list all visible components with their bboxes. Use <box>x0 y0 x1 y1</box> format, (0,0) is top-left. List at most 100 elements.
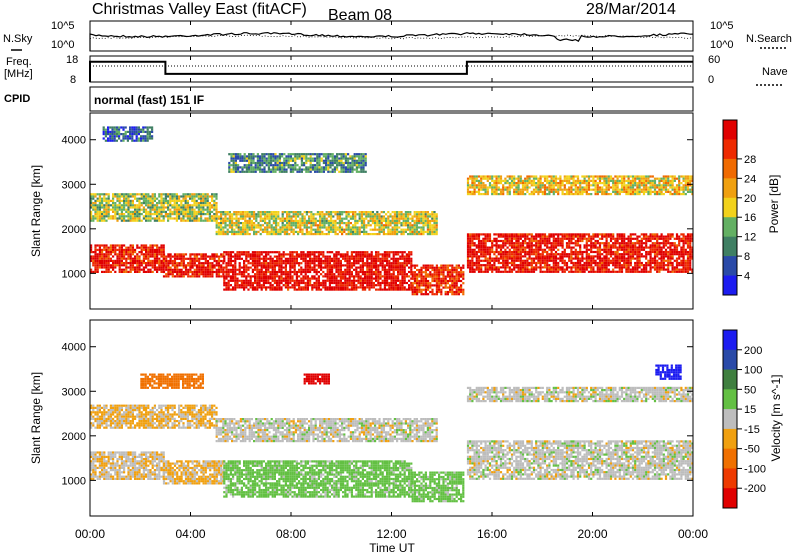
heatmap-cell <box>552 268 555 271</box>
heatmap-cell <box>123 199 126 202</box>
heatmap-cell <box>515 253 518 256</box>
heatmap-cell <box>537 235 540 238</box>
heatmap-cell <box>156 257 159 260</box>
heatmap-cell <box>112 193 115 196</box>
heatmap-cell <box>342 264 345 267</box>
heatmap-cell <box>145 246 148 249</box>
heatmap-cell <box>233 222 236 225</box>
heatmap-cell <box>510 233 514 236</box>
heatmap-cell <box>270 228 273 231</box>
heatmap-cell <box>262 251 265 254</box>
heatmap-cell <box>627 266 630 269</box>
heatmap-cell <box>248 228 251 231</box>
heatmap-cell <box>90 270 93 273</box>
heatmap-cell <box>671 255 674 258</box>
heatmap-cell <box>350 266 353 269</box>
heatmap-cell <box>293 268 296 271</box>
heatmap-cell <box>480 264 483 267</box>
heatmap-cell <box>535 255 538 258</box>
heatmap-cell <box>431 264 434 267</box>
heatmap-cell <box>238 253 241 256</box>
heatmap-cell <box>546 253 549 256</box>
heatmap-cell <box>267 277 270 280</box>
heatmap-cell <box>328 273 331 276</box>
heatmap-cell <box>160 215 163 218</box>
heatmap-cell <box>515 264 518 267</box>
heatmap-cell <box>272 233 275 236</box>
heatmap-cell <box>397 251 400 254</box>
heatmap-cell <box>614 244 617 247</box>
heatmap-cell <box>323 224 326 227</box>
heatmap-cell <box>508 270 511 273</box>
heatmap-cell <box>392 257 395 260</box>
heatmap-cell <box>118 266 121 269</box>
heatmap-cell <box>346 259 349 263</box>
heatmap-cell <box>200 257 203 260</box>
heatmap-cell <box>640 255 643 258</box>
heatmap-cell <box>568 244 571 247</box>
heatmap-cell <box>358 228 361 231</box>
heatmap-cell <box>267 257 270 260</box>
heatmap-cell <box>233 217 236 220</box>
heatmap-cell <box>215 219 218 222</box>
heatmap-cell <box>248 226 251 229</box>
heatmap-cell <box>269 251 272 254</box>
heatmap-cell <box>322 275 325 278</box>
heatmap-cell <box>636 248 639 251</box>
heatmap-cell <box>379 264 382 267</box>
heatmap-cell <box>689 239 692 243</box>
heatmap-cell <box>548 235 551 238</box>
heatmap-cell <box>546 268 549 271</box>
heatmap-cell <box>233 230 236 233</box>
heatmap-cell <box>627 270 630 273</box>
heatmap-cell <box>336 215 339 218</box>
heatmap-cell <box>416 268 419 272</box>
heatmap-cell <box>195 219 198 222</box>
heatmap-cell <box>90 215 93 218</box>
heatmap-cell <box>286 213 289 216</box>
heatmap-cell <box>541 237 544 240</box>
heatmap-cell <box>403 286 406 289</box>
heatmap-cell <box>90 206 93 209</box>
heatmap-cell <box>535 248 538 251</box>
heatmap-cell <box>493 244 496 247</box>
heatmap-cell <box>234 266 237 269</box>
heatmap-cell <box>442 266 445 269</box>
heatmap-cell <box>217 224 220 227</box>
heatmap-cell <box>607 268 610 271</box>
heatmap-cell <box>375 284 378 287</box>
heatmap-cell <box>506 266 509 269</box>
heatmap-cell <box>303 224 306 227</box>
heatmap-cell <box>433 271 436 274</box>
heatmap-cell <box>324 279 327 282</box>
heatmap-cell <box>227 286 230 289</box>
heatmap-cell <box>114 264 117 267</box>
heatmap-cell <box>691 246 694 249</box>
heatmap-cell <box>675 270 679 273</box>
heatmap-cell <box>537 255 540 258</box>
heatmap-cell <box>383 268 386 271</box>
heatmap-cell <box>453 279 456 283</box>
heatmap-cell <box>524 239 527 243</box>
heatmap-cell <box>138 262 141 265</box>
heatmap-cell <box>513 268 516 271</box>
heatmap-cell <box>173 257 177 260</box>
heatmap-cell <box>162 206 165 209</box>
heatmap-cell <box>590 261 593 265</box>
heatmap-cell <box>156 217 159 220</box>
heatmap-cell <box>502 264 505 267</box>
heatmap-cell <box>173 193 176 196</box>
heatmap-cell <box>574 239 577 243</box>
heatmap-cell <box>208 219 211 222</box>
heatmap-cell <box>229 288 232 291</box>
heatmap-cell <box>180 202 183 205</box>
heatmap-cell <box>160 195 163 198</box>
heatmap-cell <box>244 217 247 220</box>
heatmap-cell <box>323 219 326 222</box>
heatmap-cell <box>331 281 334 285</box>
heatmap-cell <box>326 279 329 282</box>
heatmap-cell <box>440 284 443 287</box>
heatmap-cell <box>145 244 148 247</box>
heatmap-cell <box>169 273 172 276</box>
heatmap-cell <box>289 273 292 276</box>
